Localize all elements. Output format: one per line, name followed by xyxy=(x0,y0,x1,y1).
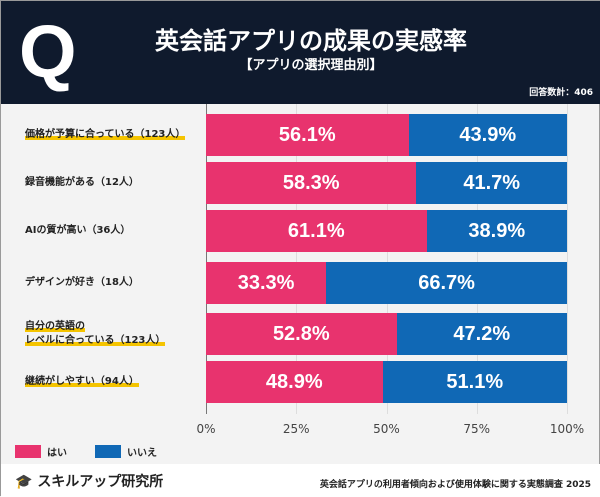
gridline xyxy=(296,104,298,414)
x-tick-label: 75% xyxy=(463,422,491,436)
bar-no: 43.9% xyxy=(408,114,567,156)
x-tick-label: 25% xyxy=(282,422,310,436)
bar-yes: 52.8% xyxy=(206,313,397,355)
q-icon: Q xyxy=(19,10,77,93)
x-tick-label: 100% xyxy=(549,422,585,436)
category-label: 継続がしやすい（94人） xyxy=(25,375,139,389)
legend: はい いいえ xyxy=(15,444,179,459)
gridline xyxy=(206,104,207,414)
category-label-line: 価格が予算に合っている（123人） xyxy=(25,129,186,140)
header: Q 英会話アプリの成果の実感率 【アプリの選択理由別】 回答数計：406 xyxy=(1,1,600,104)
bar-no: 47.2% xyxy=(396,313,567,355)
source-note: 英会話アプリの利用者傾向および使用体験に関する実態調査 2025 xyxy=(319,480,591,490)
bar-yes: 48.9% xyxy=(206,361,383,403)
gridline xyxy=(386,104,388,414)
chart-area: 0% 25% 50% 75% 100% 価格が予算に合っている（123人） 56.1% 43.… xyxy=(1,104,600,464)
bar-no: 51.1% xyxy=(382,361,567,403)
category-label: デザインが好き（18人） xyxy=(25,276,139,290)
category-label-line: 自分の英語の xyxy=(25,321,85,332)
brand-logo: 🎓 スキルアップ研究所 xyxy=(15,474,164,490)
gridline xyxy=(567,104,568,414)
x-tick-label: 50% xyxy=(373,422,400,436)
bar-no: 41.7% xyxy=(416,162,567,204)
x-tick-label: 0% xyxy=(196,422,216,436)
chart-title: 英会話アプリの成果の実感率 xyxy=(155,27,467,55)
bar-no: 38.9% xyxy=(426,210,567,252)
category-label-line: デザインが好き（18人） xyxy=(25,277,139,288)
category-label-line: レベルに合っている（123人） xyxy=(25,335,166,346)
legend-swatch xyxy=(95,445,121,458)
bar-yes: 56.1% xyxy=(206,114,409,156)
footer: 🎓 スキルアップ研究所 英会話アプリの利用者傾向および使用体験に関する実態調査 … xyxy=(1,464,600,497)
bar-yes: 61.1% xyxy=(206,210,427,252)
respondent-count: 回答数計：406 xyxy=(529,88,593,98)
chart-subtitle: 【アプリの選択理由別】 xyxy=(239,58,383,73)
category-label: 価格が予算に合っている（123人） xyxy=(25,128,186,142)
bar-yes: 33.3% xyxy=(206,262,327,304)
brand-name: スキルアップ研究所 xyxy=(37,474,164,490)
category-label-line: AIの質が高い（36人） xyxy=(25,225,131,236)
category-label: AIの質が高い（36人） xyxy=(25,224,130,238)
legend-swatch xyxy=(15,445,41,458)
category-label: 録音機能がある（12人） xyxy=(25,176,139,190)
legend-label: はい xyxy=(47,448,67,459)
bar-yes: 58.3% xyxy=(206,162,417,204)
category-label-line: 録音機能がある（12人） xyxy=(25,177,139,188)
legend-label: いいえ xyxy=(127,448,157,459)
category-label: 自分の英語のレベルに合っている（123人） xyxy=(25,320,166,348)
bar-no: 66.7% xyxy=(326,262,567,304)
gridline xyxy=(476,104,478,414)
category-label-line: 継続がしやすい（94人） xyxy=(25,376,139,387)
